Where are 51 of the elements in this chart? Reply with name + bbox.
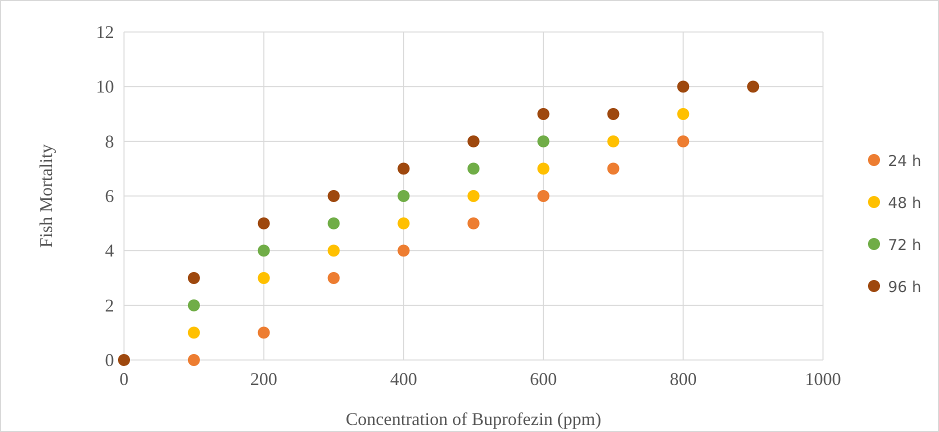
- point: [747, 80, 760, 93]
- point: [677, 135, 690, 148]
- point: [258, 326, 270, 339]
- x-tick-label: 800: [670, 369, 697, 389]
- legend-label: 24 h: [888, 152, 922, 170]
- point: [398, 162, 410, 175]
- point: [607, 162, 620, 175]
- point: [188, 326, 200, 339]
- point: [468, 135, 480, 148]
- point: [328, 272, 340, 284]
- point: [328, 190, 340, 202]
- y-tick-label: 10: [96, 76, 114, 97]
- point: [188, 272, 200, 284]
- y-tick-label: 0: [105, 350, 114, 370]
- point: [188, 354, 200, 366]
- y-tick-label: 8: [105, 131, 114, 152]
- point: [328, 217, 340, 230]
- x-tick-label: 600: [530, 369, 557, 389]
- point: [328, 244, 340, 257]
- y-axis-title: Fish Mortality: [36, 144, 56, 248]
- point: [398, 190, 410, 202]
- point: [468, 217, 480, 230]
- point: [537, 108, 550, 120]
- y-tick-label: 2: [105, 295, 114, 316]
- point: [258, 217, 270, 230]
- point: [677, 108, 690, 120]
- point: [677, 80, 690, 93]
- legend-label: 96 h: [888, 278, 922, 296]
- y-tick-label: 4: [105, 240, 114, 261]
- point: [468, 162, 480, 175]
- legend-label: 48 h: [888, 194, 922, 212]
- point: [607, 135, 620, 148]
- point: [537, 162, 550, 175]
- y-tick-label: 6: [105, 186, 114, 206]
- x-tick-label: 1000: [805, 369, 841, 389]
- y-tick-label: 12: [96, 22, 114, 42]
- x-tick-label: 400: [390, 369, 418, 389]
- point: [398, 217, 410, 230]
- point: [188, 299, 200, 312]
- x-tick-label: 0: [120, 369, 128, 389]
- legend-label: 72 h: [888, 236, 922, 254]
- point: [468, 190, 480, 202]
- point: [118, 354, 130, 366]
- point: [258, 244, 270, 257]
- x-tick-label: 200: [250, 369, 278, 389]
- x-axis-title: Concentration of Buprofezin (ppm): [346, 409, 602, 429]
- point: [607, 108, 620, 120]
- point: [537, 135, 550, 148]
- point: [258, 272, 270, 284]
- point: [537, 190, 550, 202]
- point: [398, 244, 410, 257]
